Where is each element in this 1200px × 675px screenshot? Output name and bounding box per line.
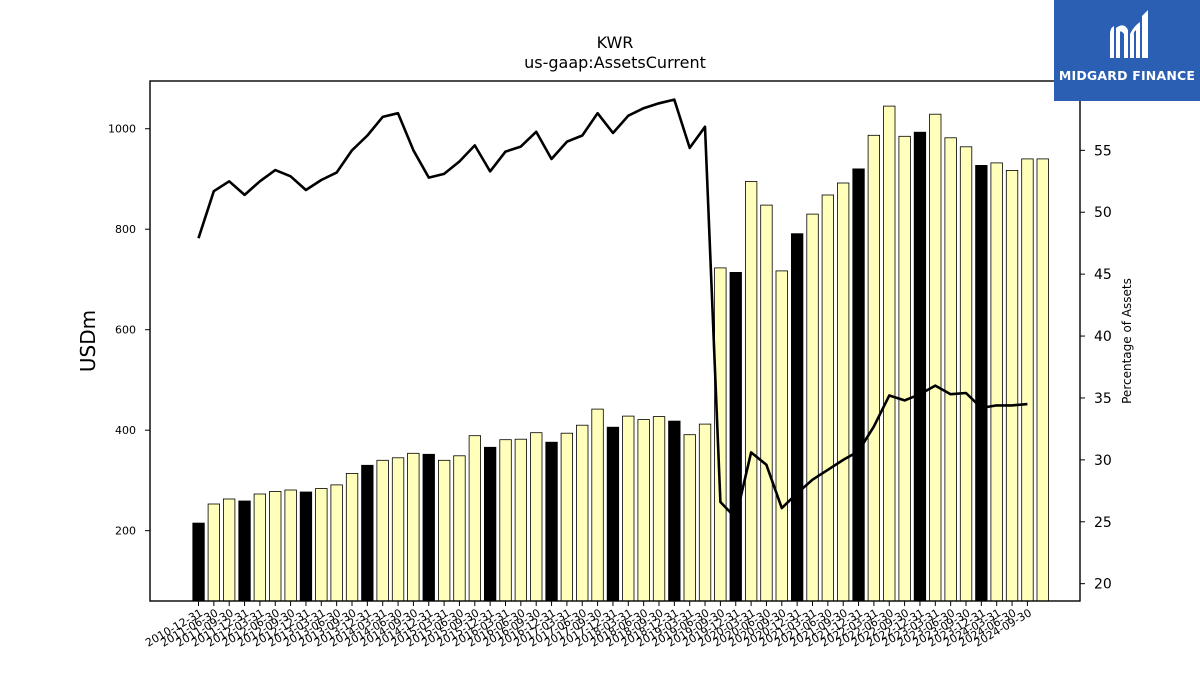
y-tick-label: 400 xyxy=(115,424,136,437)
y2-tick-label: 40 xyxy=(1094,329,1112,345)
y2-axis-label: Percentage of Assets xyxy=(1120,278,1134,404)
bar xyxy=(453,455,466,602)
y2-tick-label: 55 xyxy=(1094,143,1112,159)
y2-tick-label: 45 xyxy=(1094,267,1112,283)
bar xyxy=(422,453,435,602)
bar xyxy=(576,424,589,602)
bar xyxy=(683,434,696,602)
bar xyxy=(1021,158,1034,602)
bar xyxy=(560,432,573,602)
bar xyxy=(959,146,973,602)
bar xyxy=(330,484,343,602)
bar xyxy=(315,488,328,602)
bar xyxy=(637,419,650,602)
chart-title: KWR xyxy=(597,33,634,52)
bar xyxy=(361,464,374,602)
bar xyxy=(437,459,451,602)
plot-frame xyxy=(149,80,1081,602)
bar xyxy=(898,135,911,602)
bar xyxy=(929,113,942,602)
bar xyxy=(269,491,282,602)
y2-tick-label: 50 xyxy=(1094,205,1112,221)
bar xyxy=(545,441,558,602)
bar xyxy=(483,446,497,602)
bar xyxy=(791,233,804,602)
y-tick-label: 1000 xyxy=(108,123,136,136)
bar xyxy=(299,491,313,602)
y-tick-label: 600 xyxy=(115,324,136,337)
bar xyxy=(622,415,635,602)
bar xyxy=(745,181,758,602)
bar xyxy=(1005,169,1019,602)
chart-subtitle: us-gaap:AssetsCurrent xyxy=(524,53,706,72)
bar xyxy=(284,489,297,602)
bar xyxy=(345,472,359,602)
y-tick-label: 800 xyxy=(115,223,136,236)
bar xyxy=(806,213,819,602)
logo-text: MIDGARD FINANCE xyxy=(1058,68,1196,83)
series-line xyxy=(197,98,1028,520)
bar xyxy=(1036,158,1049,602)
y-axis-label: USDm xyxy=(76,310,100,372)
bar xyxy=(238,500,251,602)
y2-tick-label: 30 xyxy=(1094,453,1112,469)
bar xyxy=(530,432,543,602)
bar xyxy=(867,134,880,602)
y2-tick-label: 25 xyxy=(1094,515,1112,531)
bar xyxy=(606,426,620,602)
bar xyxy=(376,459,389,602)
y2-tick-label: 35 xyxy=(1094,391,1112,407)
bar xyxy=(760,204,773,602)
bar xyxy=(775,270,788,602)
bar xyxy=(821,194,834,602)
bar xyxy=(253,493,267,602)
midgard-finance-logo: MIDGARD FINANCE xyxy=(1054,0,1200,101)
bar xyxy=(837,182,850,602)
bar xyxy=(222,498,236,602)
bar xyxy=(852,168,865,602)
bar xyxy=(944,137,957,602)
bar xyxy=(714,267,727,602)
bar xyxy=(207,503,221,602)
bar xyxy=(407,452,420,602)
bar xyxy=(468,435,482,602)
bar xyxy=(499,439,512,602)
bar xyxy=(698,423,712,602)
bar xyxy=(668,420,681,602)
bar xyxy=(975,164,988,602)
bar xyxy=(192,522,205,602)
bar xyxy=(990,162,1003,602)
bar xyxy=(652,416,666,602)
bar xyxy=(591,408,604,602)
bar xyxy=(729,271,742,602)
bar xyxy=(913,131,927,602)
bar xyxy=(391,457,405,602)
y2-tick-label: 20 xyxy=(1094,577,1112,593)
bar xyxy=(514,438,527,602)
y-tick-label: 200 xyxy=(115,525,136,538)
bar xyxy=(883,105,896,602)
midgard-mark-icon xyxy=(1110,10,1148,58)
